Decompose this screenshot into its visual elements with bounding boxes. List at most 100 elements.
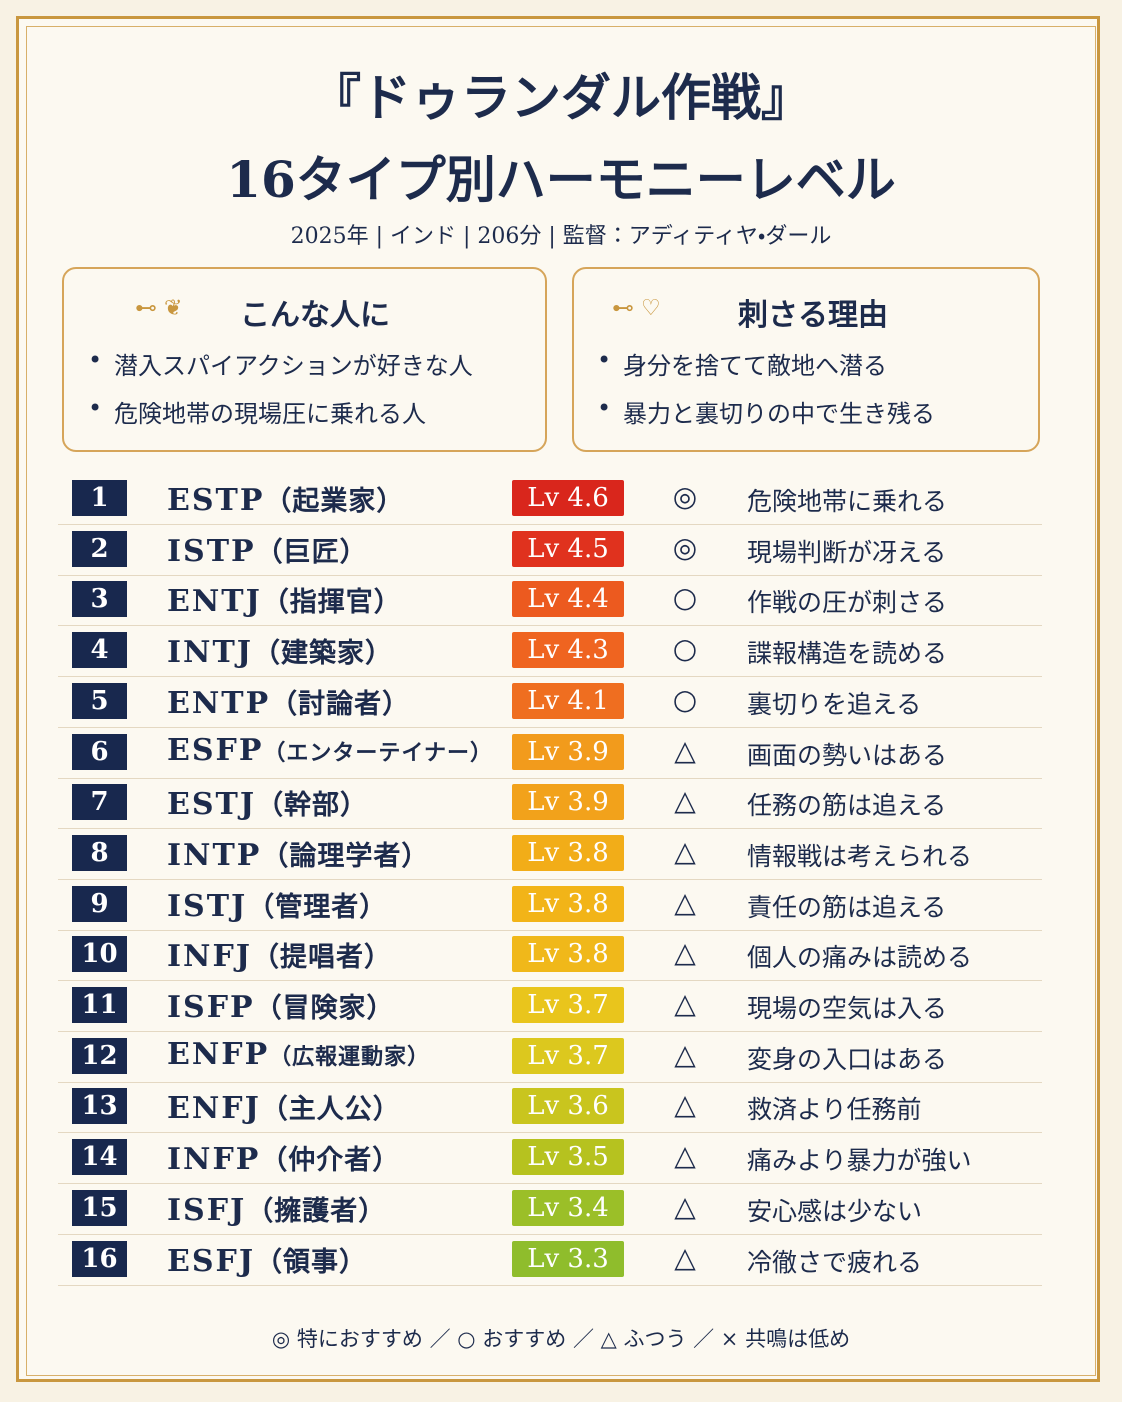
rating-mark: △ <box>674 834 696 868</box>
type-role: （提唱者） <box>251 942 392 974</box>
type: INTP（論理学者） <box>167 834 429 873</box>
row-separator <box>58 574 1042 576</box>
level-badge: Lv 3.5 <box>512 1139 624 1176</box>
row-separator <box>58 524 1042 525</box>
rating-mark: △ <box>674 987 696 1020</box>
rank-badge: 4 <box>72 632 127 669</box>
row-separator <box>58 980 1042 982</box>
type-code: ISTP <box>167 533 256 569</box>
type: ESTJ（幹部） <box>167 783 368 822</box>
row-separator <box>58 828 1042 830</box>
type: ISFP（冒険家） <box>167 986 395 1025</box>
level-badge: Lv 4.6 <box>512 480 624 516</box>
inner-frame <box>26 26 1096 1376</box>
type-code: INTJ <box>167 635 253 671</box>
comment: 痛みより暴力が強い <box>747 1146 972 1176</box>
bullet: • <box>597 346 612 374</box>
level-badge: Lv 3.6 <box>512 1088 624 1125</box>
type-role: （討論者） <box>270 688 411 720</box>
type-role: （巨匠） <box>255 536 368 568</box>
comment: 任務の筋は追える <box>747 791 947 821</box>
rank-badge: 15 <box>72 1189 127 1226</box>
row-separator <box>58 625 1042 627</box>
rank-badge: 7 <box>72 784 127 821</box>
rating-mark: ◎ <box>672 530 698 564</box>
level-badge: Lv 3.4 <box>512 1189 624 1226</box>
rating-mark: △ <box>674 1037 696 1071</box>
panel <box>62 267 547 452</box>
row-separator <box>58 1284 1042 1286</box>
ornament: ⊷ ❦ <box>135 296 183 321</box>
level-badge: Lv 4.3 <box>512 632 624 669</box>
type: INFJ（提唱者） <box>167 935 392 974</box>
row-separator <box>58 1183 1042 1185</box>
type: ISTP（巨匠） <box>167 530 368 569</box>
row-separator <box>58 777 1042 779</box>
type-code: ESTP <box>167 483 265 518</box>
rank-badge: 5 <box>72 682 127 719</box>
type: INFP（仲介者） <box>167 1138 400 1177</box>
rank-badge: 16 <box>72 1240 127 1277</box>
bullet: • <box>597 394 612 422</box>
rating-mark: △ <box>674 733 696 767</box>
type-code: ISFJ <box>167 1192 247 1228</box>
type-role: （仲介者） <box>260 1145 401 1177</box>
rating-mark: △ <box>674 784 696 818</box>
type: ESTP（起業家） <box>167 479 404 518</box>
panel-item: 身分を捨てて敵地へ潜る <box>623 352 887 380</box>
type-role: （擁護者） <box>246 1195 387 1227</box>
type: ENFP（広報運動家） <box>167 1037 430 1072</box>
rating-mark: ○ <box>672 682 698 716</box>
type-role: （指揮官） <box>261 587 402 619</box>
type-role: （建築家） <box>252 638 393 670</box>
bullet: • <box>88 394 103 422</box>
type-role: （主人公） <box>260 1094 401 1126</box>
panel-title: 刺さる理由 <box>738 298 888 333</box>
comment: 責任の筋は追える <box>747 892 947 922</box>
type-code: ENTJ <box>167 584 262 620</box>
type-code: ESTJ <box>167 787 257 823</box>
comment: 救済より任務前 <box>747 1095 922 1125</box>
comment: 危険地帯に乗れる <box>747 487 948 516</box>
meta: 2025年 | インド | 206分 | 監督：アディティヤ・ダール <box>290 224 832 249</box>
type-role: （幹部） <box>256 790 369 822</box>
comment: 冷徹さで疲れる <box>747 1247 923 1277</box>
rank-badge: 3 <box>72 581 127 618</box>
row-separator <box>58 1081 1042 1083</box>
type: ENTP（討論者） <box>167 682 410 721</box>
row-separator <box>58 676 1042 678</box>
type-role: （広報運動家） <box>269 1043 431 1070</box>
type: ESFJ（領事） <box>167 1240 367 1279</box>
comment: 裏切りを追える <box>747 689 922 719</box>
level-badge: Lv 3.8 <box>512 834 624 871</box>
comment: 個人の痛みは読める <box>747 943 973 973</box>
rank-badge: 10 <box>72 936 127 973</box>
level-badge: Lv 3.3 <box>512 1240 624 1277</box>
panel <box>572 267 1040 452</box>
rank-badge: 9 <box>72 885 127 922</box>
row-separator <box>58 929 1042 931</box>
bullet: • <box>88 346 103 374</box>
level-badge: Lv 3.7 <box>512 1037 624 1074</box>
type: ISTJ（管理者） <box>167 885 387 924</box>
rank-badge: 8 <box>72 834 127 871</box>
rank-badge: 6 <box>72 733 127 770</box>
comment: 現場の空気は入る <box>747 994 948 1023</box>
rank-badge: 11 <box>72 987 127 1023</box>
rank-badge: 12 <box>72 1037 127 1074</box>
type: ISFJ（擁護者） <box>167 1189 386 1228</box>
row-separator <box>58 1031 1042 1032</box>
level-badge: Lv 3.8 <box>512 936 624 973</box>
type-code: INFP <box>167 1142 261 1178</box>
comment: 変身の入口はある <box>747 1044 948 1074</box>
comment: 画面の勢いはある <box>747 740 948 770</box>
type-role: （起業家） <box>264 486 405 517</box>
panel-item: 暴力と裏切りの中で生き残る <box>623 400 935 428</box>
rating-mark: △ <box>674 1189 696 1223</box>
comment: 諜報構造を読める <box>747 639 948 669</box>
type-code: ESFP <box>167 732 264 768</box>
type-code: ESFJ <box>167 1243 256 1279</box>
rank-badge: 13 <box>72 1088 127 1125</box>
type-code: INFJ <box>167 939 252 975</box>
